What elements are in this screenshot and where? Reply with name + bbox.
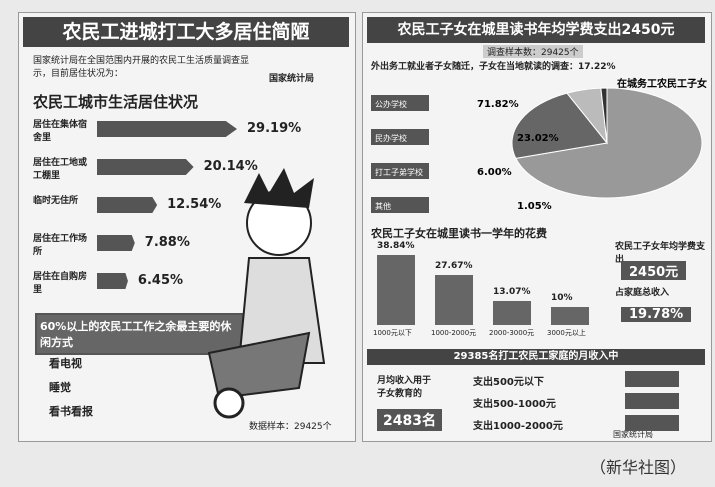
note: 外出务工就业者子女随迁，子女在当地就读的调查：17.22% bbox=[371, 59, 616, 72]
heading: 农民工城市生活居住状况 bbox=[33, 91, 198, 112]
title: 农民工子女在城里读书年均学费支出2450元 bbox=[367, 17, 705, 43]
category: 3000元以上 bbox=[547, 328, 586, 338]
bar bbox=[493, 301, 531, 325]
source: 国家统计局 bbox=[269, 71, 314, 84]
category: 1000元以下 bbox=[373, 328, 412, 338]
item-label: 居住在自购房里 bbox=[33, 269, 89, 295]
item-label: 临时无住所 bbox=[33, 193, 89, 206]
bar bbox=[377, 255, 415, 325]
stat-value: 2450元 bbox=[621, 261, 686, 280]
bars-title: 农民工子女在城里读书一学年的花费 bbox=[371, 225, 547, 241]
income-box bbox=[625, 393, 679, 409]
bar bbox=[97, 273, 128, 289]
slice-value: 23.02% bbox=[517, 133, 559, 144]
stat-label: 占家庭总收入 bbox=[615, 285, 705, 298]
value-label: 7.88% bbox=[145, 235, 190, 250]
income-item: 支出500元以下 bbox=[473, 373, 544, 388]
slice-value: 6.00% bbox=[477, 167, 512, 178]
leisure-item: 看电视 bbox=[49, 355, 82, 371]
bar bbox=[97, 197, 157, 213]
bar bbox=[551, 307, 589, 325]
value-label: 10% bbox=[551, 293, 573, 303]
bar bbox=[97, 235, 135, 251]
value-label: 6.45% bbox=[138, 273, 183, 288]
right-panel: 农民工子女在城里读书年均学费支出2450元 调查样本数：29425个 外出务工就… bbox=[362, 12, 712, 442]
intro: 国家统计局在全国范围内开展的农民工生活质量调查显示，目前居住状况为： bbox=[33, 53, 263, 79]
value-label: 20.14% bbox=[204, 159, 258, 174]
illustration bbox=[199, 163, 349, 423]
income-item: 支出500-1000元 bbox=[473, 395, 556, 410]
item-label: 居住在工地或工棚里 bbox=[33, 155, 89, 181]
slice-label: 其他 bbox=[375, 201, 391, 211]
bar bbox=[435, 275, 473, 325]
income-text: 月均收入用于子女教育的 bbox=[377, 373, 437, 399]
value-label: 13.07% bbox=[493, 287, 531, 297]
sample: 数据样本：29425个 bbox=[249, 419, 332, 432]
slice-value: 1.05% bbox=[517, 201, 552, 212]
page: 农民工进城打工大多居住简陋 国家统计局在全国范围内开展的农民工生活质量调查显示，… bbox=[0, 0, 715, 487]
stat-value: 19.78% bbox=[621, 307, 691, 322]
bar bbox=[97, 121, 237, 137]
pie-chart: 公办学校 71.82% 民办学校 23.02% 打工子弟学校 6.00% 其他 1.05% 在城… bbox=[367, 73, 707, 223]
sample: 调查样本数：29425个 bbox=[483, 45, 583, 58]
category: 1000-2000元 bbox=[431, 328, 476, 338]
item-label: 居住在工作场所 bbox=[33, 231, 89, 257]
income-box bbox=[625, 371, 679, 387]
leisure-item: 睡觉 bbox=[49, 379, 71, 395]
title: 农民工进城打工大多居住简陋 bbox=[23, 17, 349, 47]
value-label: 29.19% bbox=[247, 121, 301, 136]
slice-value: 71.82% bbox=[477, 99, 519, 110]
value-label: 38.84% bbox=[377, 241, 415, 251]
bar bbox=[97, 159, 194, 175]
slice-label: 民办学校 bbox=[375, 133, 407, 143]
slice-label: 公办学校 bbox=[375, 99, 407, 109]
income-count: 2483名 bbox=[377, 409, 442, 431]
caption: （新华社图） bbox=[590, 454, 686, 478]
category: 2000-3000元 bbox=[489, 328, 534, 338]
pie-title: 在城务工农民工子女 bbox=[617, 77, 707, 90]
value-label: 27.67% bbox=[435, 261, 473, 271]
income-title: 29385名打工农民工家庭的月收入中 bbox=[367, 349, 705, 365]
income-box bbox=[625, 415, 679, 431]
leisure-item: 看书看报 bbox=[49, 403, 93, 419]
value-label: 12.54% bbox=[167, 197, 221, 212]
income-item: 支出1000-2000元 bbox=[473, 417, 563, 432]
slice-label: 打工子弟学校 bbox=[375, 167, 423, 177]
left-panel: 农民工进城打工大多居住简陋 国家统计局在全国范围内开展的农民工生活质量调查显示，… bbox=[18, 12, 356, 442]
item-label: 居住在集体宿舍里 bbox=[33, 117, 89, 143]
